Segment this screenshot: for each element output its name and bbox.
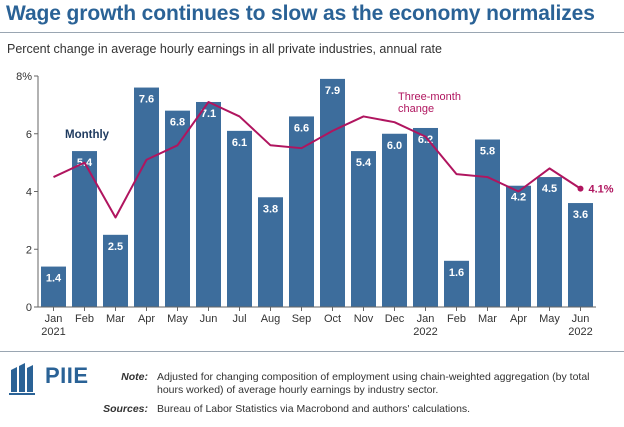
bar <box>382 133 407 307</box>
x-tick-label: May <box>539 313 560 325</box>
bar <box>134 87 159 307</box>
x-tick-label: Mar <box>478 313 497 325</box>
note-line-1: Adjusted for changing composition of emp… <box>157 371 590 383</box>
three-month-end-label: 4.1% <box>589 184 614 196</box>
x-year-label: 2022 <box>568 326 592 338</box>
x-tick-label: Oct <box>324 313 341 325</box>
x-tick-label: Jul <box>232 313 246 325</box>
bar-value-labels: 1.45.42.57.66.87.16.13.86.67.95.46.0 6.21… <box>46 85 588 285</box>
bar-value-label: 3.6 <box>573 209 588 221</box>
x-tick-label: Feb <box>447 313 466 325</box>
x-year-label: 2021 <box>41 326 65 338</box>
bar-value-label: 6.1 <box>232 137 247 149</box>
y-tick-label: 0 <box>26 302 32 314</box>
note-line-2: hours worked) of average hourly earnings… <box>157 384 439 396</box>
bar <box>289 116 314 307</box>
piie-logo-text: PIIE <box>45 363 89 388</box>
chart-title: Wage growth continues to slow as the eco… <box>6 2 595 25</box>
sources-text: Bureau of Labor Statistics via Macrobond… <box>157 403 471 415</box>
bar-value-label: 3.8 <box>263 203 278 215</box>
piie-logo-icon <box>9 363 35 395</box>
bar-value-label: 6.6 <box>294 122 309 134</box>
monthly-series-label: Monthly <box>65 129 110 141</box>
footer-divider <box>0 351 624 352</box>
bar <box>41 266 66 307</box>
x-year-label: 2022 <box>413 326 437 338</box>
chart-subtitle: Percent change in average hourly earning… <box>7 42 442 56</box>
y-tick-label: 4 <box>26 187 32 199</box>
three-month-line-path <box>53 100 582 219</box>
bar-value-label: 6.0 <box>387 140 402 152</box>
bar-value-label: 1.4 <box>46 273 62 285</box>
note-text: Adjusted for changing composition of emp… <box>157 371 617 397</box>
bar <box>351 151 376 307</box>
bar <box>227 130 252 307</box>
bar <box>537 177 562 307</box>
sources-label: Sources: <box>103 403 148 415</box>
x-tick-label: Sep <box>292 313 312 325</box>
bar <box>165 110 190 308</box>
bar <box>475 139 500 307</box>
bar-value-label: 5.4 <box>356 157 372 169</box>
bar-value-label: 2.5 <box>108 241 123 253</box>
bar-value-label: 7.6 <box>139 94 154 106</box>
bar-value-label: 1.6 <box>449 267 464 279</box>
bar-value-label: 7.9 <box>325 85 340 97</box>
x-tick-label: Dec <box>385 313 405 325</box>
monthly-bars <box>41 78 593 308</box>
bar <box>568 203 593 307</box>
bar-value-label: 5.8 <box>480 146 495 158</box>
bar <box>258 197 283 307</box>
bar <box>72 151 97 307</box>
x-tick-label: Nov <box>354 313 374 325</box>
three-month-series-label-line1: Three-month <box>398 91 461 103</box>
three-month-series-label-line2: change <box>398 103 434 115</box>
y-tick-label: 6 <box>26 129 32 141</box>
bar-value-label: 6.2 <box>418 134 433 146</box>
y-tick-label: 8% <box>16 71 32 83</box>
note-label: Note: <box>121 371 148 383</box>
x-tick-label: Apr <box>138 313 155 325</box>
bar-value-label: 7.1 <box>201 108 216 120</box>
y-axis: 0 2 4 6 8% <box>16 71 39 314</box>
three-month-line <box>53 100 584 219</box>
x-tick-label: Aug <box>261 313 281 325</box>
x-tick-label: Jun <box>200 313 218 325</box>
piie-logo: PIIE <box>7 362 102 396</box>
x-tick-label: Jan <box>45 313 63 325</box>
bar <box>320 78 345 307</box>
x-tick-label: Jan <box>417 313 435 325</box>
bar <box>444 260 469 307</box>
title-divider <box>0 32 624 33</box>
x-tick-label: Feb <box>75 313 94 325</box>
bar-value-label: 4.5 <box>542 183 557 195</box>
x-tick-label: Jun <box>572 313 590 325</box>
x-tick-label: Apr <box>510 313 527 325</box>
three-month-end-point <box>577 185 584 192</box>
x-tick-label: May <box>167 313 188 325</box>
bar <box>103 234 128 307</box>
y-tick-label: 2 <box>26 244 32 256</box>
x-tick-label: Mar <box>106 313 125 325</box>
bar <box>196 101 221 307</box>
bar-value-label: 4.2 <box>511 192 526 204</box>
bar-value-label: 6.8 <box>170 117 185 129</box>
bar <box>413 127 438 307</box>
bar <box>506 185 531 307</box>
